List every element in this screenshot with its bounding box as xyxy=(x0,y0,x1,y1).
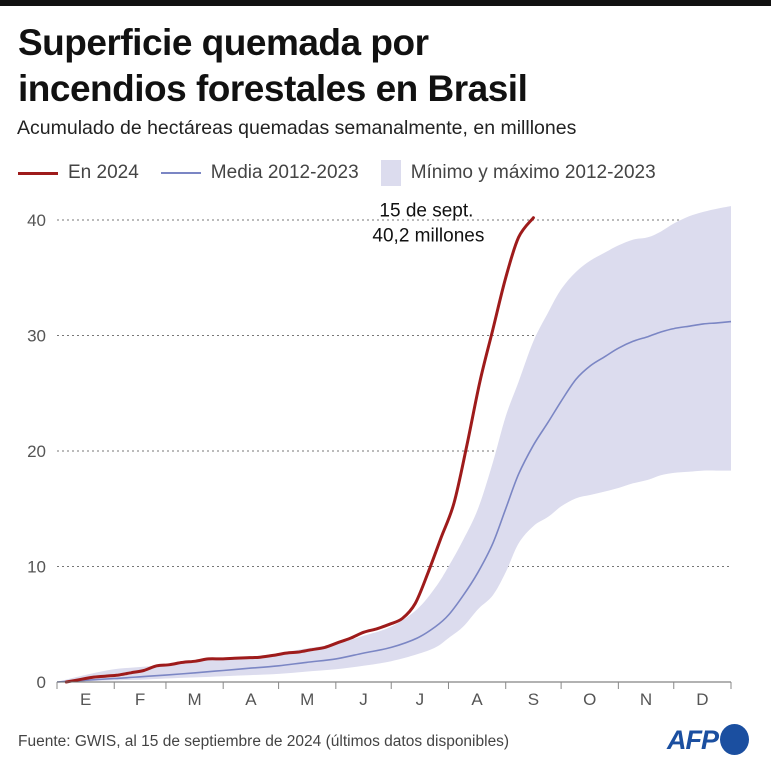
series-lines xyxy=(56,216,732,684)
x-tick-label-10: N xyxy=(640,690,652,709)
annotation-value: 40,2 millones xyxy=(372,226,484,247)
y-tick-label-0: 0 xyxy=(37,673,46,692)
top-rule xyxy=(0,0,771,6)
x-tick-label-11: D xyxy=(696,690,708,709)
y-tick-label-10: 10 xyxy=(27,558,46,577)
legend-item-2024: En 2024 xyxy=(18,162,139,184)
x-tick-label-8: S xyxy=(528,690,539,709)
legend-label-mean: Media 2012-2023 xyxy=(210,162,359,183)
y-tick-label-20: 20 xyxy=(27,442,46,461)
x-tick-label-4: M xyxy=(300,690,314,709)
x-tick-label-7: A xyxy=(471,690,483,709)
legend: En 2024 Media 2012-2023 Mínimo y máximo … xyxy=(18,160,678,186)
source-note: Fuente: GWIS, al 15 de septiembre de 202… xyxy=(18,733,510,750)
chart-plot: 0 10 20 30 40 E F M A M J J A S O N D 15 de sept. 40,2 … xyxy=(27,201,732,709)
afp-logo-text: AFP xyxy=(667,724,719,755)
y-tick-label-40: 40 xyxy=(27,211,46,230)
mean-line xyxy=(56,320,732,683)
x-tick-label-3: A xyxy=(245,690,257,709)
legend-label-2024: En 2024 xyxy=(68,162,139,183)
chart-title-line2: incendios forestales en Brasil xyxy=(18,68,528,109)
afp-logo-dot-icon xyxy=(720,724,749,755)
legend-swatch-range xyxy=(380,160,401,186)
legend-item-mean: Media 2012-2023 xyxy=(160,162,359,184)
chart-title-line1: Superficie quemada por xyxy=(18,22,429,63)
x-tick-label-0: E xyxy=(80,690,91,709)
legend-item-range: Mínimo y máximo 2012-2023 xyxy=(380,160,656,186)
chart-subtitle: Acumulado de hectáreas quemadas semanalm… xyxy=(17,117,577,139)
min-max-band-group xyxy=(57,206,731,682)
x-tick-label-1: F xyxy=(135,690,145,709)
legend-swatch-2024 xyxy=(18,171,58,175)
y-tick-label-30: 30 xyxy=(27,327,46,346)
legend-label-range: Mínimo y máximo 2012-2023 xyxy=(410,162,656,183)
x-tick-label-9: O xyxy=(583,690,596,709)
annotation: 15 de sept. 40,2 millones xyxy=(372,201,484,247)
x-tick-label-5: J xyxy=(359,690,368,709)
annotation-date: 15 de sept. xyxy=(379,201,473,222)
afp-logo: AFP xyxy=(667,724,749,755)
x-tick-label-6: J xyxy=(416,690,425,709)
x-axis xyxy=(56,681,732,689)
min-max-band xyxy=(57,206,731,682)
chart-title: Superficie quemada por incendios foresta… xyxy=(18,20,718,112)
legend-swatch-mean xyxy=(160,172,201,174)
line-2024 xyxy=(64,216,535,684)
x-tick-label-2: M xyxy=(187,690,201,709)
y-axis-labels: 0 10 20 30 40 xyxy=(27,211,46,692)
